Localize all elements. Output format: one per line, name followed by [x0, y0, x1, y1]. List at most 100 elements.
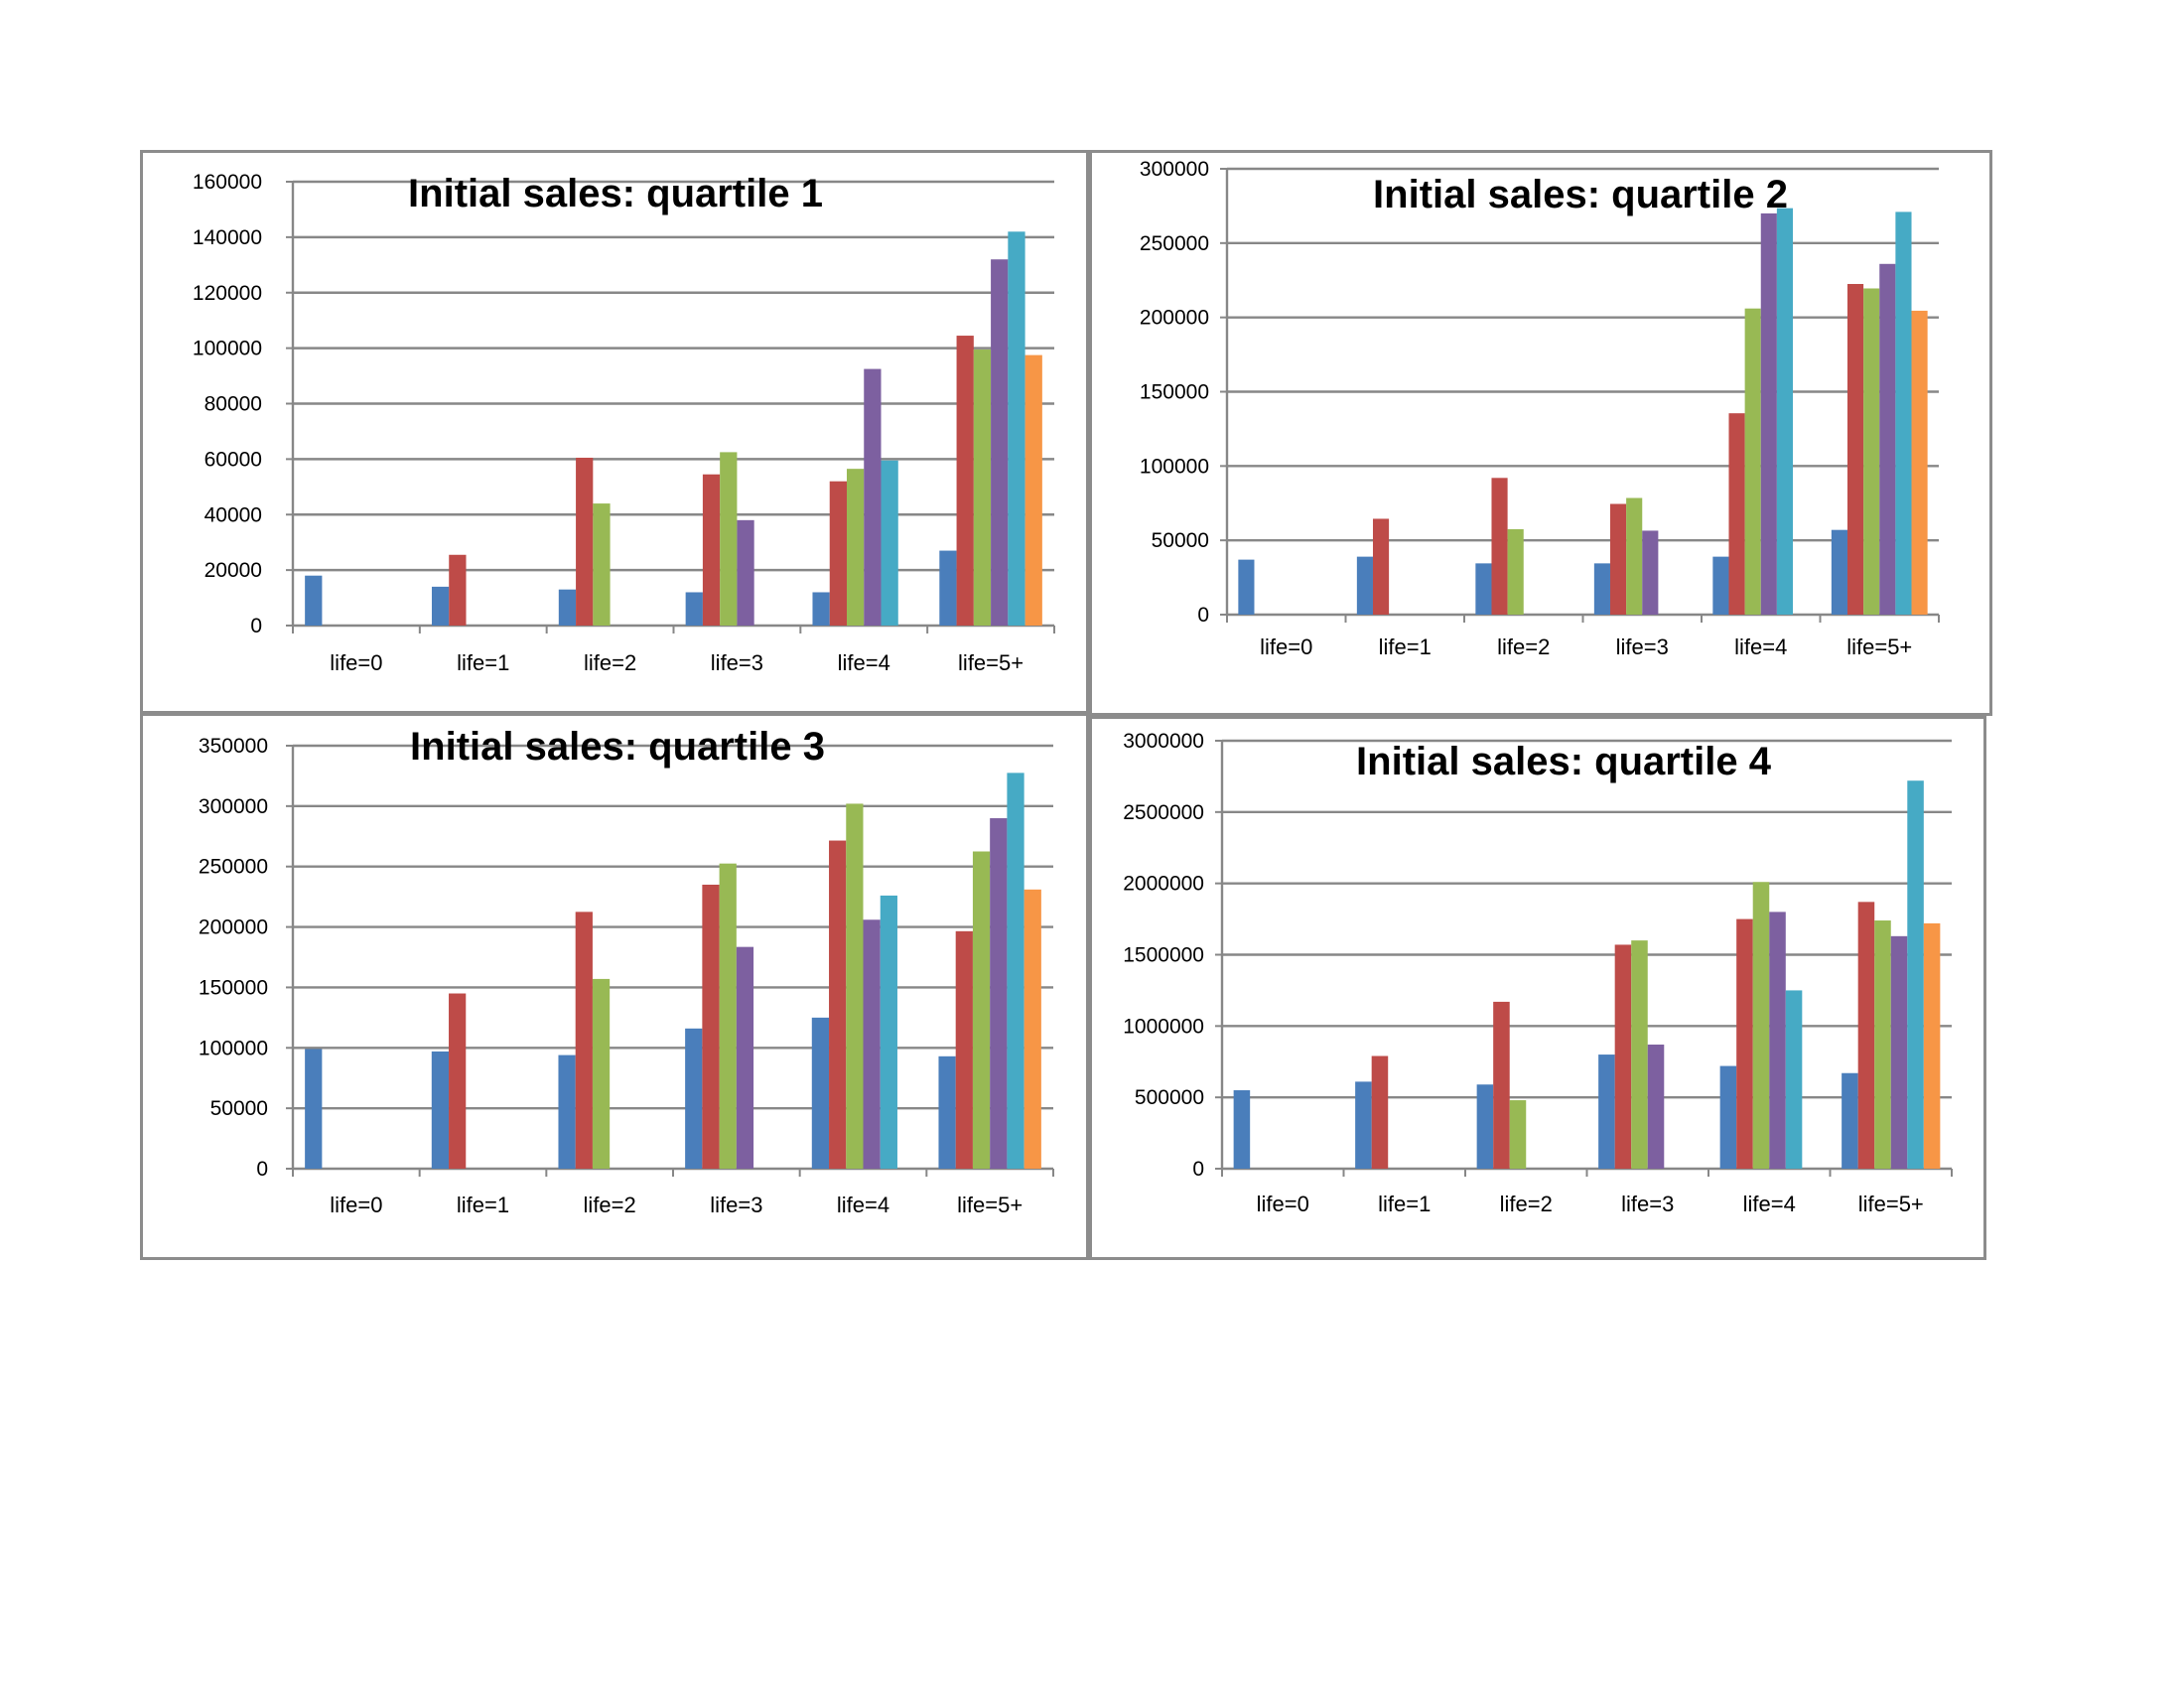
category-label: life=2 — [584, 650, 636, 675]
category-label: life=2 — [1497, 634, 1550, 659]
bar — [449, 993, 467, 1169]
y-tick-label: 160000 — [193, 171, 262, 194]
bar — [1355, 1081, 1372, 1169]
bar — [1719, 1065, 1737, 1169]
bar — [938, 1055, 956, 1169]
y-tick-label: 40000 — [205, 503, 262, 526]
bar — [829, 481, 847, 626]
bar — [1895, 211, 1912, 616]
y-tick-label: 300000 — [199, 795, 268, 818]
bar — [829, 840, 847, 1169]
category-label: life=1 — [457, 650, 509, 675]
bar — [736, 946, 754, 1169]
bar — [575, 912, 593, 1169]
category-label: life=4 — [1734, 634, 1787, 659]
category-label: life=1 — [1378, 1192, 1431, 1216]
y-tick-label: 0 — [1197, 604, 1209, 627]
category-label: life=0 — [330, 1193, 382, 1217]
bar — [1024, 354, 1042, 626]
bar — [702, 884, 720, 1169]
y-tick-label: 80000 — [205, 393, 262, 416]
bar — [939, 550, 957, 626]
bar — [1857, 902, 1875, 1169]
category-label: life=4 — [1743, 1192, 1796, 1216]
category-label: life=5+ — [957, 1193, 1023, 1217]
y-tick-label: 200000 — [199, 916, 268, 939]
bar — [1507, 528, 1524, 615]
y-tick-label: 60000 — [205, 448, 262, 471]
y-tick-label: 500000 — [1135, 1086, 1204, 1109]
category-label: life=0 — [1260, 634, 1312, 659]
bar — [1769, 912, 1786, 1169]
bar — [1890, 935, 1908, 1169]
y-tick-label: 1000000 — [1123, 1015, 1204, 1038]
y-tick-label: 120000 — [193, 282, 262, 305]
y-tick-label: 250000 — [1140, 232, 1209, 255]
bar — [1846, 283, 1864, 615]
bar — [449, 554, 467, 626]
bar-chart-svg: 0 20000 40000 60000 80000 100000 120000 140000 1… — [193, 171, 1055, 675]
category-label: life=5+ — [1846, 634, 1912, 659]
bar — [1776, 208, 1794, 615]
bar — [1356, 556, 1373, 615]
y-tick-label: 100000 — [1140, 455, 1209, 478]
bar — [1598, 1055, 1615, 1169]
bar — [1842, 1072, 1858, 1169]
bar — [1493, 1001, 1510, 1169]
bar — [592, 978, 611, 1169]
bar — [737, 519, 754, 626]
bar — [1626, 497, 1643, 615]
bar — [431, 1051, 450, 1169]
bar — [685, 592, 703, 626]
bar — [972, 851, 991, 1169]
y-tick-label: 50000 — [210, 1097, 268, 1120]
bar — [990, 818, 1008, 1169]
bar — [1911, 310, 1928, 615]
y-tick-label: 350000 — [199, 735, 268, 758]
category-label: life=4 — [838, 650, 890, 675]
bar — [864, 368, 882, 626]
bar — [431, 586, 450, 626]
y-tick-label: 200000 — [1140, 307, 1209, 330]
bar — [1907, 780, 1924, 1169]
y-tick-label: 2000000 — [1123, 873, 1204, 896]
bar — [880, 895, 897, 1169]
bar — [719, 863, 737, 1169]
bar — [1024, 889, 1041, 1169]
bar — [1609, 503, 1627, 615]
y-tick-label: 0 — [1192, 1158, 1204, 1181]
y-tick-label: 20000 — [205, 559, 262, 582]
bar — [1642, 530, 1659, 615]
bar — [1509, 1100, 1527, 1169]
chart-title: Initial sales: quartile 4 — [1356, 740, 1772, 783]
bar — [1712, 556, 1729, 615]
bar — [1728, 413, 1745, 615]
bar — [846, 469, 865, 626]
bar — [558, 589, 577, 626]
category-label: life=3 — [710, 1193, 762, 1217]
category-label: life=3 — [1621, 1192, 1674, 1216]
bar — [1923, 922, 1941, 1169]
bar-chart-svg: 0 500000 1000000 1500000 2000000 2500000 30000… — [1123, 730, 1953, 1216]
bar — [720, 452, 738, 626]
y-tick-label: 100000 — [193, 338, 262, 360]
bar — [1831, 529, 1847, 615]
bar — [1233, 1089, 1251, 1169]
category-label: life=1 — [1379, 634, 1432, 659]
chart-panel-quartile-3: 0 50000 100000 150000 200000 250000 300000 3500… — [140, 713, 1089, 1260]
bar — [1863, 288, 1880, 615]
y-tick-label: 150000 — [199, 976, 268, 999]
bar — [1631, 940, 1648, 1169]
bar — [812, 592, 830, 626]
bar — [1647, 1045, 1665, 1169]
category-label: life=5+ — [958, 650, 1024, 675]
y-tick-label: 100000 — [199, 1037, 268, 1059]
y-tick-label: 250000 — [199, 856, 268, 879]
bar — [1238, 559, 1255, 615]
bar-chart-svg: 0 50000 100000 150000 200000 250000 300000 3500… — [199, 725, 1054, 1217]
category-label: life=1 — [457, 1193, 509, 1217]
y-tick-label: 3000000 — [1123, 730, 1204, 753]
y-tick-label: 1500000 — [1123, 944, 1204, 967]
bar — [991, 259, 1009, 626]
y-tick-label: 0 — [256, 1158, 268, 1181]
